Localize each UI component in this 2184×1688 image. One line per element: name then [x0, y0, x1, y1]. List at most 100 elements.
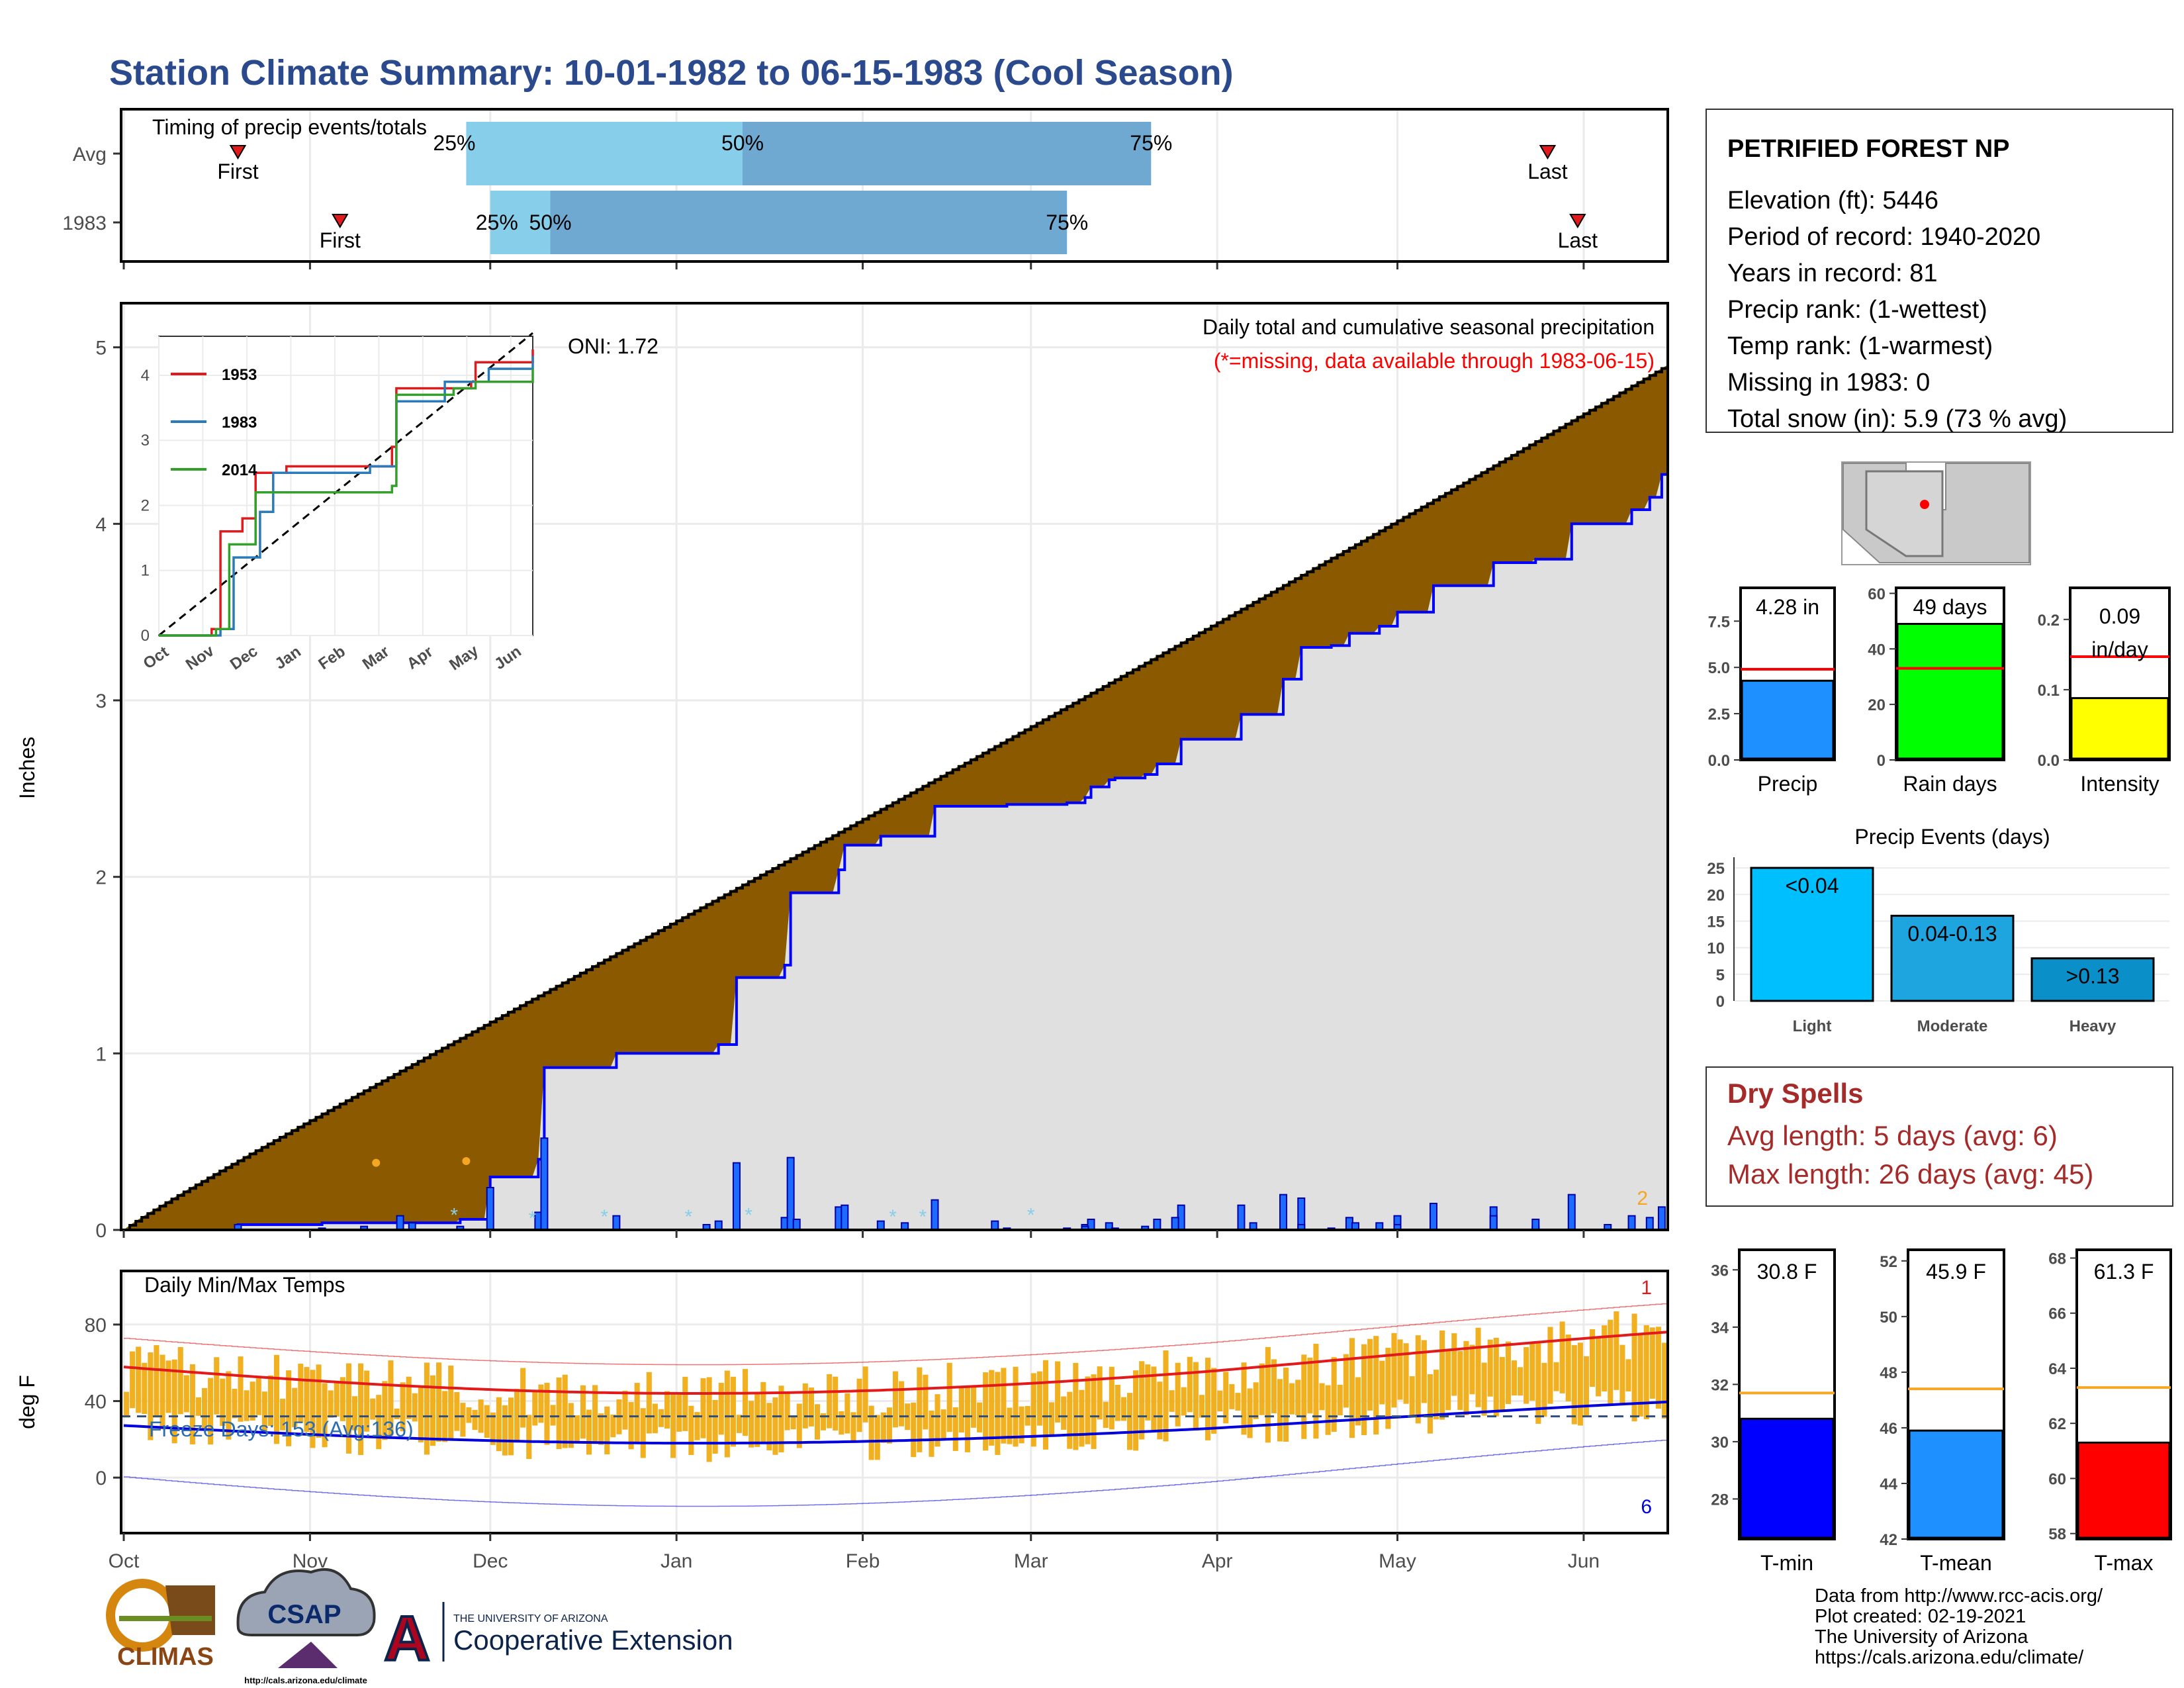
daily-temp-bar: [790, 1416, 796, 1430]
daily-temp-bar: [1475, 1327, 1481, 1407]
precip-y-tick-label: 1: [95, 1043, 107, 1065]
daily-temp-bar: [652, 1403, 658, 1434]
precip-panel: 0 1 2 3 4 5 * * * * * * * * Daily total and cumulative…: [15, 302, 1669, 1242]
daily-temp-bar: [1577, 1342, 1583, 1426]
station-name: PETRIFIED FOREST NP: [1727, 135, 2009, 163]
daily-temp-bar: [1211, 1368, 1217, 1434]
daily-precip-bar: [1153, 1219, 1161, 1231]
precip-corner-count: 2: [1637, 1188, 1648, 1209]
precip-panel-label: Daily total and cumulative seasonal prec…: [1203, 315, 1655, 339]
daily-temp-bar: [1187, 1356, 1193, 1413]
events-bar-range: <0.04: [1786, 874, 1839, 898]
daily-temp-bar: [460, 1403, 466, 1437]
daily-precip-bar: [1429, 1203, 1437, 1231]
daily-precip-bar: [396, 1215, 404, 1231]
daily-temp-bar: [995, 1372, 1001, 1455]
daily-temp-bar: [1463, 1340, 1469, 1415]
summary-bar-tick-label: 0: [1877, 752, 1886, 770]
daily-temp-bar: [358, 1363, 364, 1456]
summary-bar-label: Precip: [1758, 772, 1818, 796]
temp-bar-tick-label: 62: [2048, 1415, 2066, 1433]
daily-temp-bar: [424, 1362, 430, 1455]
timing-p75-label: 75%: [1130, 131, 1172, 155]
daily-temp-bar: [1139, 1361, 1145, 1440]
snow-asterisk: *: [745, 1204, 752, 1226]
inset-y-tick-label: 2: [141, 496, 150, 514]
daily-temp-bar: [159, 1354, 165, 1430]
daily-temp-bar: [1145, 1364, 1151, 1421]
daily-temp-bar: [1061, 1396, 1067, 1430]
temp-bar-label: T-mean: [1920, 1551, 1991, 1575]
daily-temp-bar: [778, 1385, 784, 1453]
snow-asterisk: *: [528, 1208, 536, 1230]
station-info-line: Period of record: 1940-2020: [1727, 223, 2040, 251]
daily-temp-bar: [214, 1357, 220, 1415]
daily-temp-bar: [850, 1412, 856, 1442]
month-label: Feb: [846, 1550, 880, 1572]
daily-temp-bar: [1391, 1333, 1397, 1408]
events-title: Precip Events (days): [1854, 825, 2050, 849]
daily-temp-bar: [1301, 1354, 1307, 1439]
record-max-line: [124, 1303, 1668, 1366]
daily-temp-bar: [958, 1387, 964, 1433]
daily-precip-bar: [540, 1137, 549, 1231]
events-bar-label: Moderate: [1917, 1017, 1988, 1035]
daily-temp-bar: [1120, 1397, 1126, 1421]
daily-temp-bar: [1103, 1401, 1109, 1429]
snow-asterisk: *: [684, 1206, 692, 1228]
temp-bar-tick-label: 44: [1880, 1476, 1897, 1493]
temp-count-bottom: 6: [1641, 1496, 1652, 1518]
temp-frame: [120, 1270, 1669, 1534]
daily-temp-bar: [1247, 1388, 1253, 1438]
daily-temp-bar: [418, 1386, 424, 1442]
month-axis: Oct Nov Dec Jan Feb Mar Apr May Jun: [109, 1230, 1600, 1572]
daily-temp-bar: [1451, 1333, 1457, 1396]
daily-temp-bar: [220, 1378, 226, 1427]
daily-temp-bar: [1487, 1339, 1493, 1397]
inset-legend-label: 2014: [222, 461, 257, 479]
summary-bar-tick-label: 0.0: [2038, 752, 2060, 770]
events-bar: [2030, 957, 2155, 1002]
daily-temp-bar: [406, 1376, 412, 1419]
daily-temp-bar: [1649, 1327, 1655, 1399]
daily-temp-bar: [706, 1377, 712, 1462]
temp-bar-tick-label: 32: [1711, 1376, 1729, 1394]
daily-temp-bar: [1373, 1336, 1379, 1435]
temp-count-top: 1: [1641, 1277, 1652, 1299]
map-arizona: [1865, 470, 1944, 557]
daily-temp-bar: [892, 1371, 899, 1428]
temp-bar-tick-label: 60: [2048, 1470, 2066, 1488]
daily-temp-bar: [610, 1414, 616, 1438]
daily-temp-bar: [574, 1415, 580, 1443]
station-box-frame: [1706, 109, 2173, 433]
daily-temp-bar: [280, 1399, 286, 1430]
events-bar-range: >0.13: [2066, 964, 2120, 988]
daily-temp-bar: [1241, 1362, 1247, 1435]
timing-p25-label: 25%: [433, 131, 475, 155]
precip-y-tick-label: 0: [95, 1220, 107, 1242]
daily-temp-bar: [502, 1405, 508, 1456]
station-info-line: Precip rank: (1-wettest): [1727, 296, 1987, 324]
daily-temp-bar: [1661, 1342, 1667, 1419]
inset-y-tick-label: 3: [141, 432, 150, 449]
csap-cloud-icon: [236, 1568, 376, 1636]
daily-temp-bar: [1109, 1366, 1115, 1430]
daily-temp-bar: [694, 1412, 700, 1440]
daily-temp-bar: [874, 1415, 880, 1460]
daily-temp-bar: [1097, 1366, 1103, 1420]
precip-y-tick-label: 5: [95, 338, 107, 359]
daily-temp-bar: [177, 1346, 183, 1415]
events-tick-label: 15: [1707, 913, 1725, 931]
daily-temp-bar: [520, 1368, 526, 1428]
daily-temp-bar: [1048, 1402, 1055, 1435]
daily-temp-bar: [261, 1391, 267, 1432]
daily-temp-bar: [917, 1367, 923, 1452]
events-tick-label: 20: [1707, 886, 1725, 904]
daily-temp-bar: [154, 1345, 159, 1418]
daily-temp-bar: [1325, 1385, 1331, 1435]
daily-temp-bar: [760, 1382, 766, 1444]
daily-temp-bar: [862, 1366, 868, 1423]
daily-temp-bar: [244, 1390, 250, 1421]
daily-precip-bar: [1645, 1217, 1654, 1231]
